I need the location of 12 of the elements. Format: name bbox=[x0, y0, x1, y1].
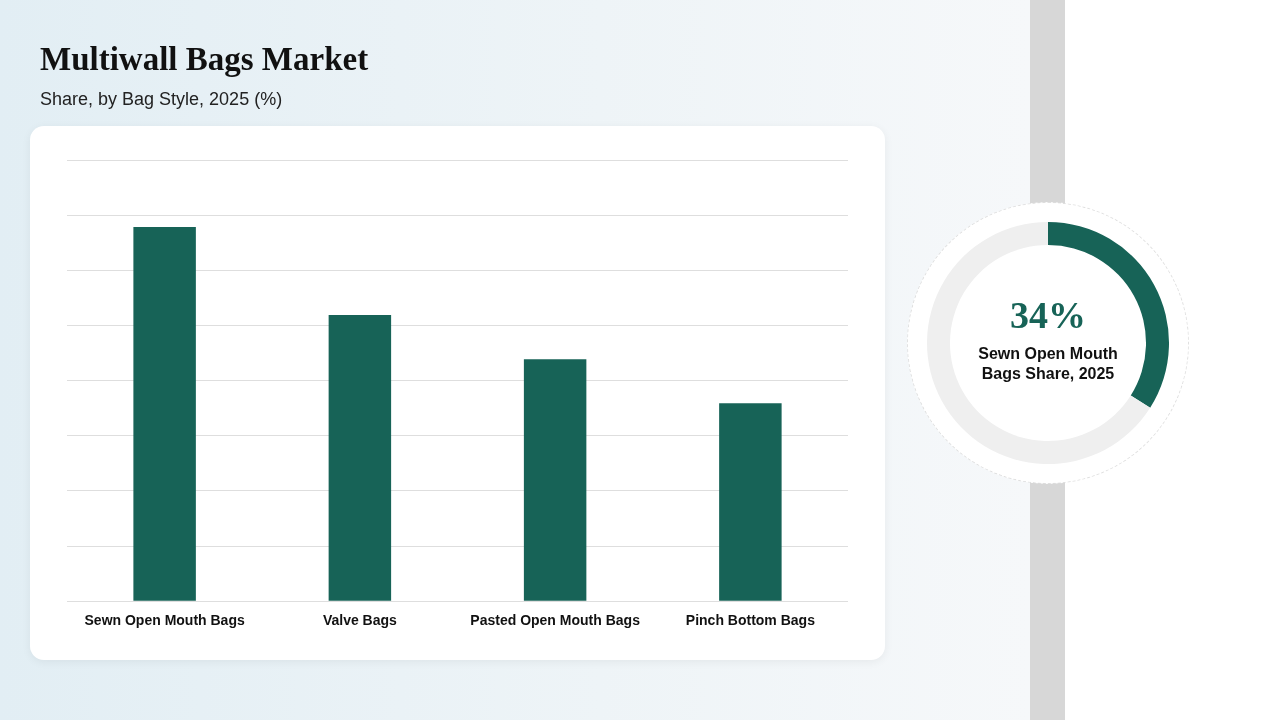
chart-subtitle: Share, by Bag Style, 2025 (%) bbox=[40, 88, 283, 110]
x-tick-label: Sewn Open Mouth Bags bbox=[84, 612, 245, 629]
x-tick-label: Pinch Bottom Bags bbox=[685, 612, 816, 629]
chart-title: Multiwall Bags Market bbox=[40, 40, 369, 78]
slice-label: Sewn Open Mouth Bags Share, 2025 bbox=[978, 345, 1118, 383]
x-tick-label: Valve Bags bbox=[322, 612, 398, 629]
bar bbox=[328, 314, 392, 601]
bar bbox=[719, 403, 782, 601]
bar bbox=[523, 359, 587, 601]
data-label: 34% bbox=[1010, 293, 1086, 336]
x-tick-label: Pasted Open Mouth Bags bbox=[470, 612, 641, 629]
bar bbox=[133, 227, 196, 601]
